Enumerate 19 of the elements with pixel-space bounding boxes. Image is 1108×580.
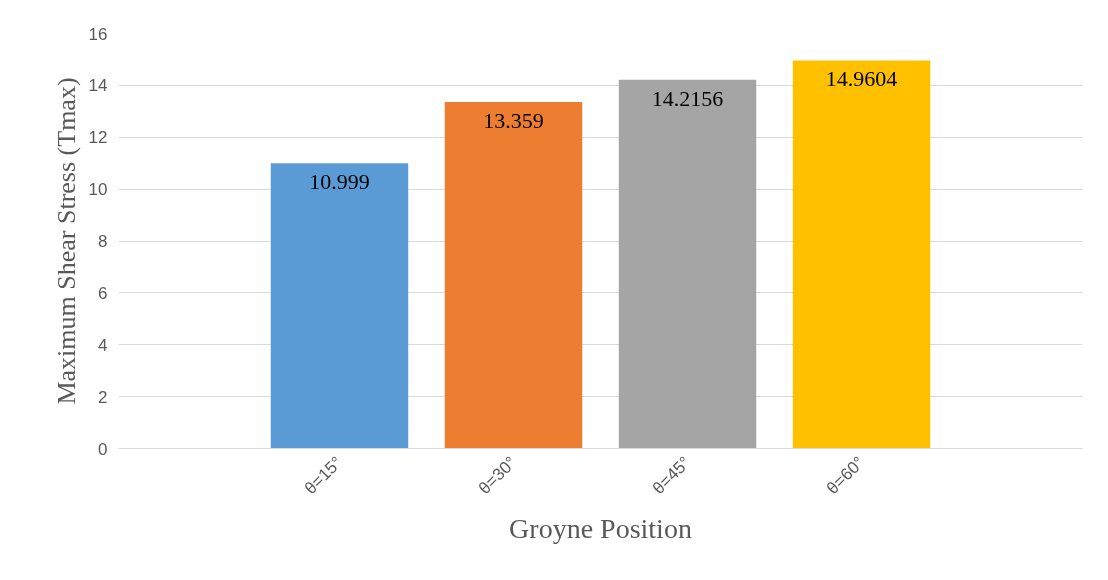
y-tick-label: 2	[98, 387, 108, 407]
data-label: 14.2156	[651, 85, 724, 111]
data-label: 14.9604	[825, 66, 898, 92]
y-axis-title: Maximum Shear Stress (Tmax)	[51, 77, 81, 405]
y-tick-label: 10	[88, 180, 108, 200]
bar	[792, 60, 931, 449]
bar	[270, 163, 409, 449]
data-label: 10.999	[309, 169, 370, 195]
bar	[444, 102, 583, 449]
y-tick-label: 6	[98, 283, 108, 303]
x-axis-title: Groyne Position	[509, 512, 692, 544]
y-tick-label: 14	[88, 76, 108, 96]
y-tick-label: 8	[98, 232, 108, 251]
y-tick-label: 4	[98, 335, 108, 355]
data-label: 13.359	[483, 108, 544, 133]
y-tick-label: 12	[88, 128, 108, 148]
y-tick-label: 16	[88, 24, 108, 44]
y-tick-label: 0	[98, 439, 108, 459]
bar	[618, 79, 757, 449]
